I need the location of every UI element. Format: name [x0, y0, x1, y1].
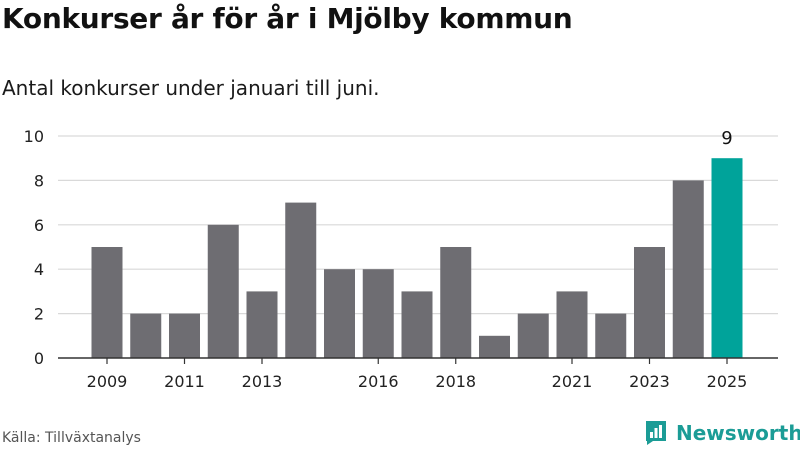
bar-2021 — [556, 291, 588, 358]
bar-2020 — [517, 313, 549, 358]
bar-2019 — [479, 335, 510, 358]
bar-chart: 0 2 4 6 8 10 2009 2011 2013 2016 2018 2021 2023 2025… — [24, 127, 778, 391]
x-tick-label: 2016 — [358, 372, 399, 391]
bar-2017 — [401, 291, 433, 358]
bar-2010 — [130, 313, 162, 358]
bar-2009 — [91, 247, 123, 358]
bar-2025 — [711, 158, 743, 358]
bars — [58, 158, 778, 359]
bar-2015 — [324, 269, 355, 358]
y-tick-label: 0 — [34, 349, 44, 368]
x-tick-label: 2025 — [707, 372, 748, 391]
x-axis-ticks: 2009 2011 2013 2016 2018 2021 2023 2025 — [87, 358, 748, 391]
bar-2023 — [634, 247, 665, 358]
x-tick-label: 2013 — [242, 372, 283, 391]
bar-2013 — [246, 291, 278, 358]
newsworthy-logo-icon — [646, 421, 666, 445]
bar-2024 — [672, 180, 704, 358]
x-tick-label: 2011 — [164, 372, 205, 391]
y-axis-ticks: 0 2 4 6 8 10 — [24, 127, 44, 368]
bar-2014 — [285, 202, 317, 358]
brand-logo: Newsworthy — [644, 420, 800, 446]
x-tick-label: 2023 — [629, 372, 670, 391]
chart-title: Konkurser år för år i Mjölby kommun — [2, 2, 573, 35]
y-tick-label: 8 — [34, 171, 44, 190]
data-label-2025: 9 — [721, 128, 732, 149]
x-tick-label: 2018 — [435, 372, 476, 391]
y-tick-label: 4 — [34, 260, 44, 279]
chart-subtitle: Antal konkurser under januari till juni. — [2, 76, 380, 100]
source-note: Källa: Tillväxtanalys — [2, 430, 141, 446]
data-labels: 9 — [721, 128, 732, 149]
brand-name: Newsworthy — [676, 421, 800, 445]
x-tick-label: 2009 — [87, 372, 128, 391]
bar-2018 — [440, 247, 472, 358]
bar-2012 — [207, 224, 239, 358]
bar-2016 — [362, 269, 394, 358]
x-tick-label: 2021 — [552, 372, 593, 391]
y-tick-label: 10 — [24, 127, 44, 146]
bar-2011 — [169, 313, 200, 358]
bar-2022 — [595, 313, 627, 358]
y-tick-label: 6 — [34, 216, 44, 235]
y-tick-label: 2 — [34, 305, 44, 324]
gridlines — [58, 135, 778, 315]
